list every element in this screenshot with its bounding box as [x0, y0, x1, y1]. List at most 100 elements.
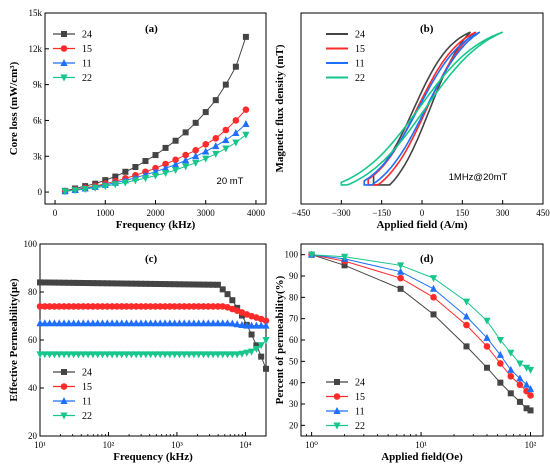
data-point-11 [161, 164, 170, 172]
data-point-15 [84, 303, 92, 310]
panel-label: (c) [145, 253, 158, 265]
data-point-15 [118, 303, 126, 310]
data-point-24 [219, 286, 226, 293]
data-point-11 [190, 319, 198, 327]
x-tick-label: 450 [536, 208, 550, 218]
data-point-22 [161, 351, 169, 359]
data-point-24 [205, 281, 212, 288]
data-point-24 [162, 144, 169, 151]
y-tick-label: 100 [285, 250, 299, 260]
data-point-15 [94, 303, 102, 310]
data-point-24 [113, 280, 120, 287]
data-point-22 [127, 351, 135, 359]
data-point-24 [122, 168, 129, 175]
data-point-11 [122, 319, 131, 327]
data-point-22 [516, 360, 524, 368]
data-point-11 [84, 319, 92, 327]
data-point-22 [121, 179, 129, 187]
x-tick-label: 1000 [96, 208, 115, 218]
data-point-22 [180, 351, 188, 359]
data-point-15 [51, 303, 58, 310]
data-point-15 [397, 274, 404, 282]
data-point-22 [108, 351, 116, 359]
data-point-24 [41, 279, 48, 286]
data-point-22 [161, 169, 170, 177]
panel-label: (b) [420, 23, 434, 35]
y-tick-label: 12k [29, 44, 43, 54]
data-point-15 [523, 387, 530, 395]
data-point-11 [108, 319, 116, 327]
data-point-11 [228, 319, 236, 327]
data-point-15 [147, 303, 154, 310]
data-point-22 [232, 139, 240, 147]
condition-annotation: 20 mT [217, 176, 244, 187]
data-point-15 [192, 146, 199, 154]
data-point-22 [233, 351, 241, 359]
y-axis-label: Core loss (mW/cm³) [8, 61, 20, 155]
data-point-22 [195, 351, 203, 359]
data-point-22 [101, 183, 109, 191]
x-tick-label: −450 [292, 208, 311, 218]
data-point-24 [104, 280, 111, 287]
x-tick-label: 0 [420, 208, 425, 218]
data-point-22 [223, 351, 232, 359]
data-point-11 [55, 319, 63, 327]
data-point-15 [152, 303, 159, 310]
data-point-22 [222, 145, 230, 153]
data-point-15 [430, 294, 437, 301]
data-point-22 [228, 351, 236, 359]
y-tick-label: 30 [289, 399, 299, 409]
data-point-22 [340, 253, 349, 261]
data-point-15 [180, 303, 188, 310]
data-point-24 [70, 279, 77, 286]
data-point-22 [122, 351, 131, 359]
data-point-24 [99, 280, 106, 287]
data-point-15 [209, 303, 217, 310]
data-point-24 [109, 280, 116, 287]
data-point-22 [94, 351, 102, 359]
data-point-11 [171, 160, 180, 168]
data-point-15 [79, 303, 87, 310]
data-point-11 [233, 320, 241, 328]
data-point-15 [232, 117, 240, 124]
data-point-11 [483, 333, 491, 341]
data-point-24 [80, 279, 87, 286]
legend-marker-22 [60, 74, 68, 82]
hysteresis-loop-22 [340, 31, 504, 186]
data-point-24 [212, 97, 219, 104]
data-point-24 [128, 280, 135, 287]
data-point-24 [137, 280, 144, 287]
y-tick-label: 6k [33, 115, 43, 125]
data-point-22 [192, 159, 200, 167]
data-point-11 [60, 319, 68, 327]
data-point-11 [516, 374, 524, 382]
data-point-11 [166, 319, 174, 327]
data-point-15 [60, 303, 68, 310]
data-point-11 [262, 321, 270, 329]
data-point-24 [152, 152, 159, 159]
data-point-15 [161, 303, 169, 310]
data-point-24 [224, 291, 231, 298]
data-point-11 [212, 142, 220, 150]
legend-label: 22 [82, 411, 92, 422]
legend-marker-11 [333, 407, 341, 414]
x-tick-label: 300 [496, 208, 510, 218]
y-tick-label: 20 [28, 431, 38, 441]
y-axis-label: Percent of permeability(%) [274, 275, 286, 404]
data-point-24 [192, 119, 199, 126]
data-point-24 [181, 281, 188, 288]
data-point-11 [36, 319, 44, 327]
data-point-11 [204, 319, 212, 327]
legend-label: 22 [82, 73, 92, 84]
data-point-15 [182, 151, 189, 159]
data-point-24 [166, 281, 173, 288]
data-point-22 [308, 251, 316, 259]
data-point-11 [214, 319, 222, 327]
legend-label: 15 [82, 44, 92, 55]
y-tick-label: 60 [28, 335, 38, 345]
data-point-22 [156, 351, 164, 359]
data-point-24 [65, 279, 72, 286]
data-point-15 [99, 303, 106, 310]
data-point-11 [222, 136, 230, 144]
data-point-22 [46, 351, 54, 359]
